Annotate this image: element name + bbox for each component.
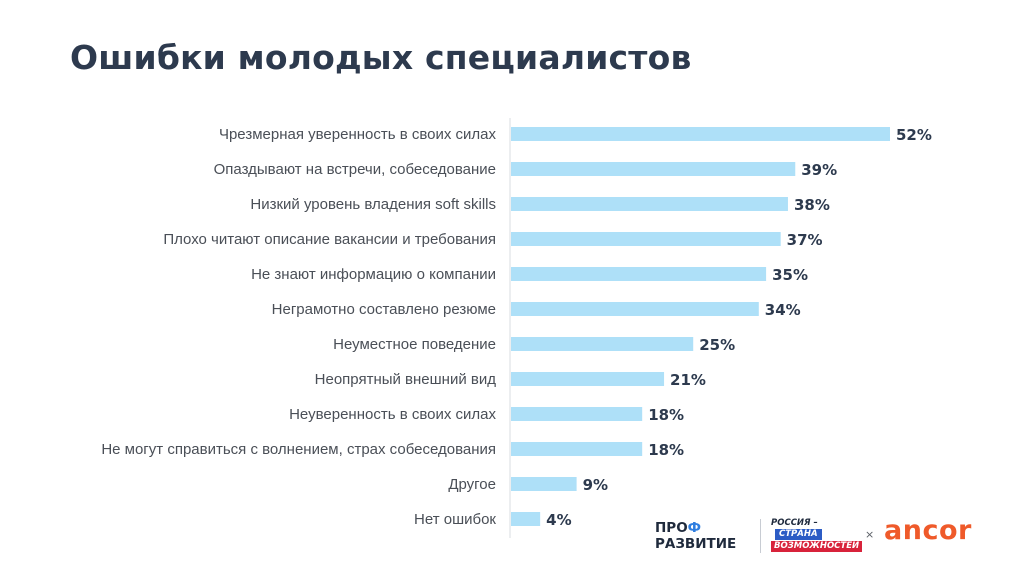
bar xyxy=(511,197,788,211)
category-label: Не могут справиться с волнением, страх с… xyxy=(101,441,496,458)
value-label: 35% xyxy=(772,266,808,284)
prof-logo-subtitle: РАЗВИТИЕ xyxy=(655,536,737,552)
value-label: 21% xyxy=(670,371,706,389)
prof-razvitie-logo: ПРОФ РАЗВИТИЕ xyxy=(655,520,736,552)
value-label: 4% xyxy=(546,511,571,529)
bar xyxy=(511,477,577,491)
russia-logo-line2: СТРАНА xyxy=(775,529,822,540)
prof-logo-text: ПРО xyxy=(655,520,688,536)
value-label: 25% xyxy=(699,336,735,354)
value-label: 52% xyxy=(896,126,932,144)
bar xyxy=(511,162,796,176)
russia-logo-line3: ВОЗМОЖНОСТЕЙ xyxy=(771,541,863,552)
bar xyxy=(511,337,694,351)
ancor-logo: ancor xyxy=(884,515,972,546)
bar xyxy=(511,232,781,246)
value-label: 34% xyxy=(765,301,801,319)
bar xyxy=(511,512,541,526)
category-label: Другое xyxy=(448,476,496,493)
category-label: Плохо читают описание вакансии и требова… xyxy=(163,231,496,248)
logo-divider xyxy=(760,519,761,553)
value-label: 37% xyxy=(787,231,823,249)
page-title: Ошибки молодых специалистов xyxy=(70,38,692,77)
bar xyxy=(511,407,643,421)
value-label: 9% xyxy=(583,476,608,494)
bar xyxy=(511,372,665,386)
category-label: Опаздывают на встречи, собеседование xyxy=(214,161,496,178)
category-label: Не знают информацию о компании xyxy=(251,266,496,283)
value-label: 18% xyxy=(648,441,684,459)
category-label: Неуместное поведение xyxy=(333,336,496,353)
russia-opportunities-logo: РОССИЯ – СТРАНА ВОЗМОЖНОСТЕЙ xyxy=(771,518,863,554)
category-label: Нет ошибок xyxy=(414,511,496,528)
value-label: 18% xyxy=(648,406,684,424)
category-label: Чрезмерная уверенность в своих силах xyxy=(219,126,497,143)
russia-logo-line1: РОССИЯ – xyxy=(771,518,818,528)
bar xyxy=(511,127,890,141)
bar xyxy=(511,442,643,456)
value-label: 38% xyxy=(794,196,830,214)
category-label: Неопрятный внешний вид xyxy=(315,371,497,388)
value-label: 39% xyxy=(801,161,837,179)
bar xyxy=(511,267,767,281)
bar xyxy=(511,302,759,316)
category-label: Неуверенность в своих силах xyxy=(289,406,496,423)
collaboration-separator: × xyxy=(865,528,875,541)
bars-layer: Чрезмерная уверенность в своих силах 52% О… xyxy=(101,126,932,529)
prof-logo-accent: Ф xyxy=(687,520,702,536)
category-label: Низкий уровень владения soft skills xyxy=(250,196,496,213)
category-label: Неграмотно составлено резюме xyxy=(272,301,496,318)
